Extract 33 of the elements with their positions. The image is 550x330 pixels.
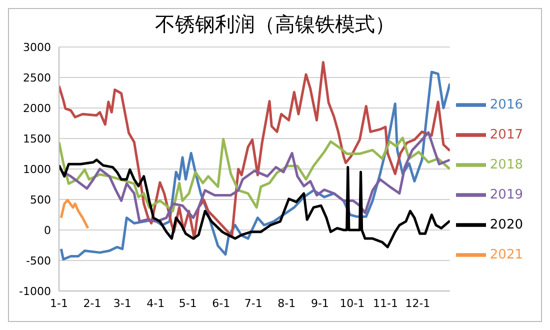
y-tick-label: -500 (26, 254, 51, 268)
x-tick-label: 11-1 (372, 296, 398, 310)
x-tick-label: 12-1 (405, 296, 430, 310)
y-tick-label: 2000 (23, 102, 51, 115)
y-tick-label: 2500 (23, 71, 51, 84)
legend-label: 2021 (490, 248, 523, 263)
line-series (62, 131, 450, 223)
x-tick-label: 3-1 (113, 296, 132, 310)
y-tick-label: 0 (44, 224, 51, 237)
x-tick-label: 4-1 (146, 296, 165, 310)
x-tick-label: 9-1 (310, 296, 329, 310)
legend-label: 2017 (490, 128, 523, 143)
y-tick-label: 3000 (23, 40, 51, 54)
x-tick-label: 2-1 (83, 296, 102, 310)
x-tick-label: 8-1 (278, 296, 296, 310)
line-series (59, 136, 450, 212)
legend-label: 2020 (490, 218, 523, 233)
legend-label: 2016 (490, 98, 523, 113)
y-tick-label: 1000 (23, 162, 51, 176)
line-series (59, 61, 450, 240)
y-tick-label: 500 (30, 193, 51, 206)
x-tick-label: 7-1 (244, 296, 262, 310)
chart-title: 不锈钢利润（高镍铁模式） (154, 11, 396, 38)
x-tick-label: 5-1 (178, 296, 197, 310)
y-tick-label: 1500 (23, 132, 51, 146)
x-tick-label: 1-1 (50, 296, 68, 310)
line-series (60, 198, 90, 230)
x-tick-label: 6-1 (212, 296, 230, 310)
legend-label: 2019 (490, 188, 523, 203)
line-series (59, 158, 450, 248)
y-tick-label: -1000 (19, 284, 51, 298)
legend-label: 2018 (490, 158, 523, 173)
x-tick-label: 10-1 (340, 296, 365, 310)
